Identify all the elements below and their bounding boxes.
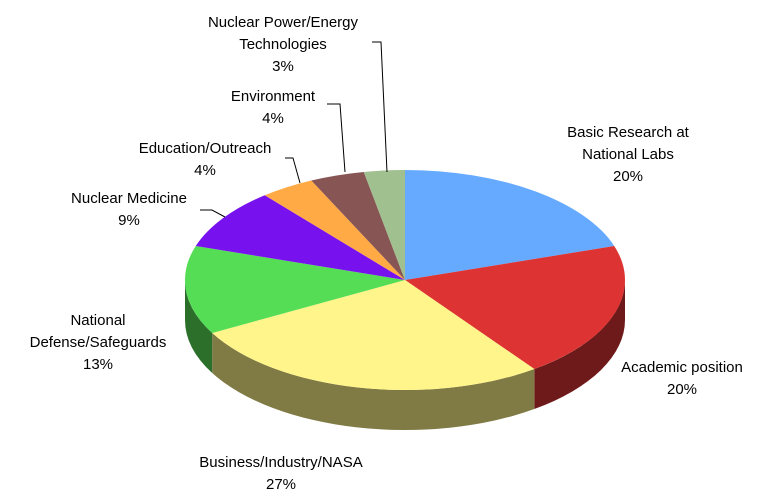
value-label: 4% xyxy=(262,110,284,127)
value-label: 3% xyxy=(272,58,294,75)
value-label: 9% xyxy=(118,212,140,229)
slice xyxy=(311,171,405,280)
slice-label: Basic Research at National Labs 20% xyxy=(543,122,713,188)
slice-side xyxy=(212,332,535,430)
slice-side xyxy=(185,280,213,373)
category-name: Academic position xyxy=(621,359,743,376)
slice xyxy=(195,195,405,280)
slice-label: Nuclear Medicine 9% xyxy=(44,188,214,232)
category-name: Nuclear Medicine xyxy=(71,190,187,207)
value-label: 20% xyxy=(612,168,644,185)
slice xyxy=(185,246,405,333)
category-name: Basic Research at National Labs xyxy=(567,124,689,163)
slice-label: Environment 4% xyxy=(203,86,343,130)
category-name: Education/Outreach xyxy=(138,140,272,157)
slice xyxy=(405,170,615,280)
slice xyxy=(264,180,405,280)
slice-label: Nuclear Power/Energy Technologies 3% xyxy=(183,12,383,78)
leader-line xyxy=(285,157,301,184)
slice-side xyxy=(534,280,625,409)
slice xyxy=(363,170,405,280)
category-name: National Defense/Safeguards xyxy=(29,312,167,351)
category-name: Business/Industry/NASA xyxy=(199,454,363,471)
value-label: 20% xyxy=(666,381,698,398)
slice-label: Education/Outreach 4% xyxy=(115,138,295,182)
value-label: 4% xyxy=(194,162,216,179)
slice-label: Academic position 20% xyxy=(597,357,767,401)
category-name: Environment xyxy=(230,88,316,105)
slice-label: National Defense/Safeguards 13% xyxy=(23,310,173,376)
leader-line xyxy=(200,209,226,218)
slice-label: Business/Industry/NASA 27% xyxy=(161,452,401,489)
slice xyxy=(212,280,535,390)
slice xyxy=(405,246,625,369)
value-label: 13% xyxy=(82,356,114,373)
leader-line xyxy=(327,103,346,173)
category-name: Nuclear Power/Energy Technologies xyxy=(207,14,359,53)
leader-line xyxy=(372,41,388,173)
value-label: 27% xyxy=(265,476,297,489)
